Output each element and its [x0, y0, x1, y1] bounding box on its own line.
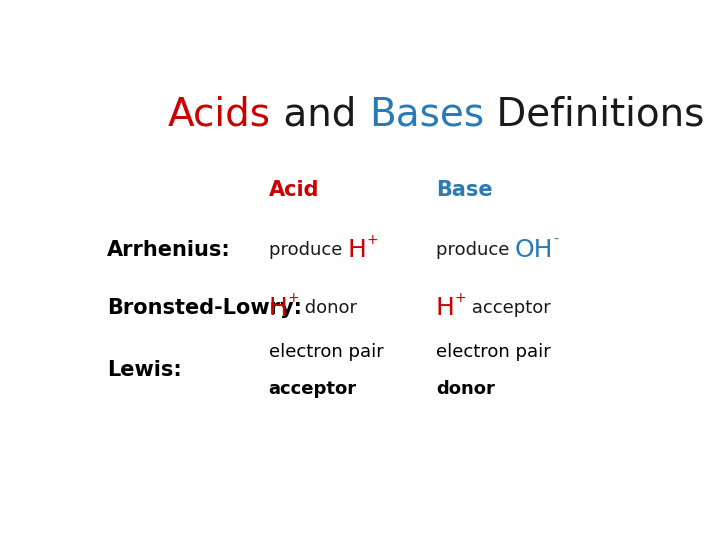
Text: H: H — [348, 238, 366, 262]
Text: Acid: Acid — [269, 179, 319, 200]
Text: acceptor: acceptor — [269, 380, 356, 398]
Text: Lewis:: Lewis: — [107, 360, 181, 380]
Text: H: H — [436, 296, 455, 320]
Text: Definitions: Definitions — [484, 96, 704, 134]
Text: electron pair: electron pair — [436, 343, 551, 361]
Text: OH: OH — [515, 238, 554, 262]
Text: produce: produce — [436, 241, 515, 259]
Text: Acids: Acids — [168, 96, 271, 134]
Text: donor: donor — [299, 299, 357, 317]
Text: Bases: Bases — [369, 96, 484, 134]
Text: +: + — [366, 233, 378, 247]
Text: +: + — [455, 291, 467, 305]
Text: Bronsted-Lowry:: Bronsted-Lowry: — [107, 298, 302, 318]
Text: H: H — [269, 296, 287, 320]
Text: donor: donor — [436, 380, 495, 398]
Text: Arrhenius:: Arrhenius: — [107, 240, 230, 260]
Text: and: and — [271, 96, 369, 134]
Text: Base: Base — [436, 179, 492, 200]
Text: produce: produce — [269, 241, 348, 259]
Text: +: + — [287, 291, 299, 305]
Text: acceptor: acceptor — [467, 299, 552, 317]
Text: -: - — [554, 233, 559, 247]
Text: electron pair: electron pair — [269, 343, 383, 361]
